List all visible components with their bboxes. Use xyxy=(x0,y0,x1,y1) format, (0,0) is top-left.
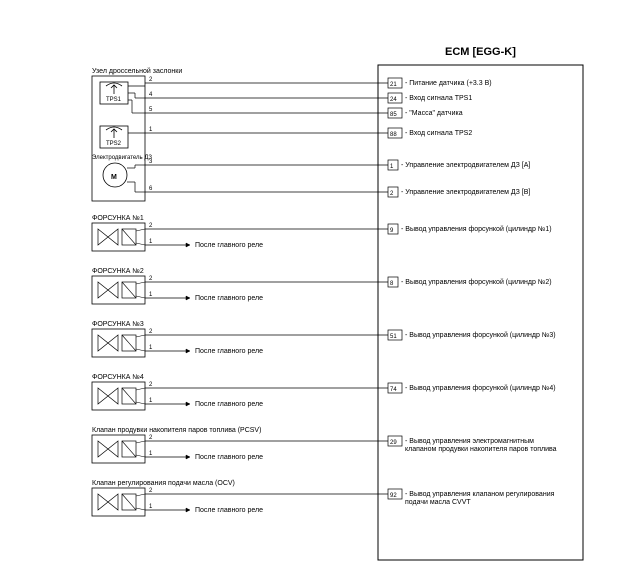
comp-pin-0-label: - Вывод управления форсункой (цилиндр №1… xyxy=(401,225,552,233)
ecm-box xyxy=(378,65,583,560)
svg-text:2: 2 xyxy=(149,276,153,282)
motor-letter: M xyxy=(111,174,117,181)
comp-box-1 xyxy=(92,276,145,304)
comp-label-4: Клапан продувки накопителя паров топлива… xyxy=(92,427,261,434)
pin-88-pinnum: 88 xyxy=(390,132,397,138)
wire-num-4: 3 xyxy=(149,159,153,165)
comp-box-4 xyxy=(92,435,145,463)
comp-pin-1-label: - Вывод управления форсункой (цилиндр №2… xyxy=(401,278,552,286)
pin-21-pinnum: 21 xyxy=(390,82,397,88)
comp-pin-4-label2: клапаном продувки накопителя паров топли… xyxy=(405,446,557,453)
svg-text:2: 2 xyxy=(149,329,153,335)
wire-num-0: 2 xyxy=(149,77,153,83)
ecm-title: ECM [EGG-K] xyxy=(445,46,516,58)
comp-pin-4-pinnum: 29 xyxy=(390,440,397,446)
svg-text:2: 2 xyxy=(149,488,153,494)
comp-after-3: После главного реле xyxy=(195,401,263,408)
comp-label-1: ФОРСУНКА №2 xyxy=(92,268,144,275)
pin-24-pinnum: 24 xyxy=(390,97,397,103)
svg-text:1: 1 xyxy=(149,504,153,510)
wire-num-5: 6 xyxy=(149,186,153,192)
comp-box-2 xyxy=(92,329,145,357)
comp-pin-2-pinnum: 51 xyxy=(390,334,397,340)
comp-pin-3-pinnum: 74 xyxy=(390,387,397,393)
tps2-label: TPS2 xyxy=(106,141,122,147)
throttle-label: Узел дроссельной заслонки xyxy=(92,67,182,75)
comp-label-2: ФОРСУНКА №3 xyxy=(92,321,144,328)
comp-after-4: После главного реле xyxy=(195,454,263,461)
svg-text:2: 2 xyxy=(149,382,153,388)
comp-after-5: После главного реле xyxy=(195,507,263,514)
wiring-diagram: ECM [EGG-K] Узел дроссельной заслонки TPS1… xyxy=(0,0,622,569)
pin-1-label: - Управление электродвигателем ДЗ [A] xyxy=(401,162,530,169)
comp-pin-5-label2: подачи масла CVVT xyxy=(405,499,471,506)
pin-24-label: - Вход сигнала TPS1 xyxy=(405,95,472,102)
comp-box-3 xyxy=(92,382,145,410)
svg-text:1: 1 xyxy=(149,239,153,245)
comp-after-2: После главного реле xyxy=(195,348,263,355)
pin-21-label: - Питание датчика (+3.3 В) xyxy=(405,80,492,87)
pin-2-label: - Управление электродвигателем ДЗ [B] xyxy=(401,189,530,196)
comp-label-3: ФОРСУНКА №4 xyxy=(92,374,144,381)
wire-num-1: 4 xyxy=(149,92,153,98)
svg-text:1: 1 xyxy=(149,451,153,457)
svg-text:2: 2 xyxy=(149,435,153,441)
svg-text:1: 1 xyxy=(149,292,153,298)
comp-after-1: После главного реле xyxy=(195,295,263,302)
pin-85-label: - "Масса" датчика xyxy=(405,110,463,117)
comp-label-0: ФОРСУНКА №1 xyxy=(92,215,144,222)
svg-text:1: 1 xyxy=(149,398,153,404)
wire-num-2: 5 xyxy=(149,107,153,113)
wire-num-3: 1 xyxy=(149,127,153,133)
comp-label-5: Клапан регулирования подачи масла (OCV) xyxy=(92,480,235,487)
comp-after-0: После главного реле xyxy=(195,242,263,249)
comp-pin-5-pinnum: 92 xyxy=(390,493,397,499)
svg-text:2: 2 xyxy=(149,223,153,229)
comp-pin-5-label: - Вывод управления клапаном регулировани… xyxy=(405,491,555,498)
tps1-label: TPS1 xyxy=(106,97,122,103)
pin-85-pinnum: 85 xyxy=(390,112,397,118)
comp-box-5 xyxy=(92,488,145,516)
comp-box-0 xyxy=(92,223,145,251)
pin-88-label: - Вход сигнала TPS2 xyxy=(405,130,472,137)
motor-label: Электродвигатель ДЗ xyxy=(92,155,152,161)
comp-pin-3-label: - Вывод управления форсункой (цилиндр №4… xyxy=(405,384,556,392)
svg-text:1: 1 xyxy=(149,345,153,351)
comp-pin-4-label: - Вывод управления электромагнитным xyxy=(405,438,534,445)
comp-pin-2-label: - Вывод управления форсункой (цилиндр №3… xyxy=(405,331,556,339)
